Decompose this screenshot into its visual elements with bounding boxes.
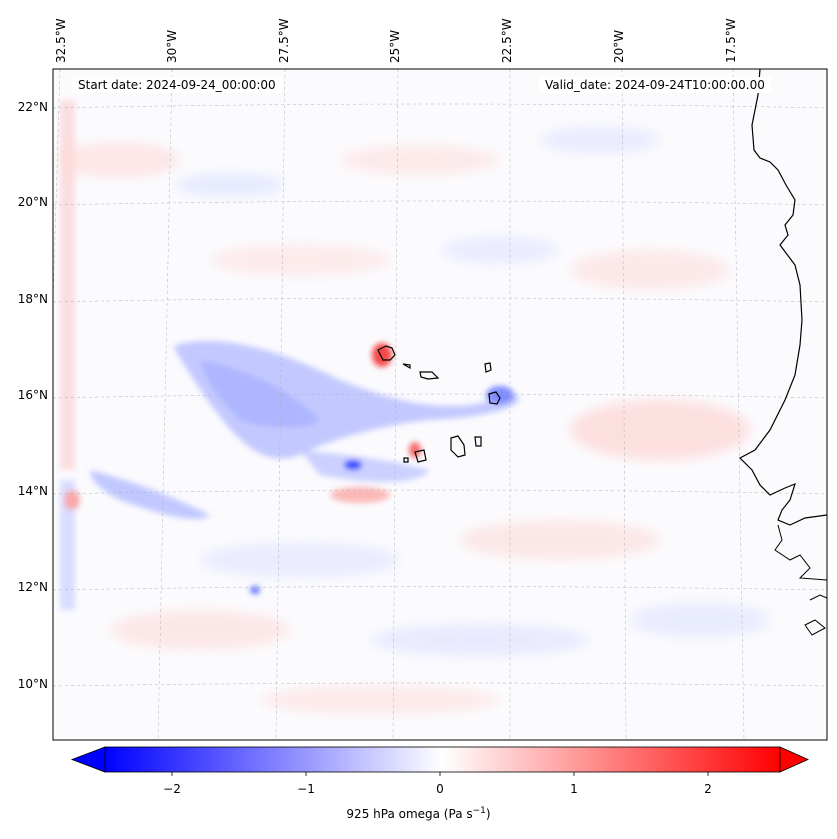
colorbar-title-close: ) (485, 807, 491, 821)
start-date-label: Start date: 2024-09-24_00:00:00 (72, 77, 282, 93)
lat-label: 14°N (17, 484, 48, 498)
lon-label: 25°W (388, 29, 402, 63)
valid-date-label: Valid_date: 2024-09-24T10:00:00.00 (539, 77, 771, 93)
lat-label: 10°N (17, 677, 48, 691)
lon-label: 30°W (165, 29, 179, 63)
colorbar-title-exponent: −1 (472, 806, 486, 816)
colorbar-tick: 2 (704, 782, 712, 796)
lon-label: 17.5°W (724, 18, 738, 63)
lat-label: 18°N (17, 292, 48, 306)
colorbar-tick: −1 (297, 782, 315, 796)
lat-label: 20°N (17, 195, 48, 209)
map-panel (53, 69, 827, 740)
colorbar-tick: 0 (436, 782, 444, 796)
lon-label: 32.5°W (54, 18, 68, 63)
colorbar-tick: 1 (570, 782, 578, 796)
colorbar-title: 925 hPa omega (Pa s−1) (0, 806, 837, 821)
lon-label: 27.5°W (277, 18, 291, 63)
colorbar-title-text: 925 hPa omega (Pa s (346, 807, 473, 821)
colorbar (70, 746, 809, 776)
lat-label: 16°N (17, 388, 48, 402)
cape-verde-islands (377, 345, 501, 463)
africa-coastline (739, 69, 827, 526)
graticule (53, 69, 827, 740)
lat-label: 12°N (17, 580, 48, 594)
lon-label: 22.5°W (500, 18, 514, 63)
lon-label: 20°W (612, 29, 626, 63)
colorbar-tick: −2 (163, 782, 181, 796)
lat-label: 22°N (17, 100, 48, 114)
